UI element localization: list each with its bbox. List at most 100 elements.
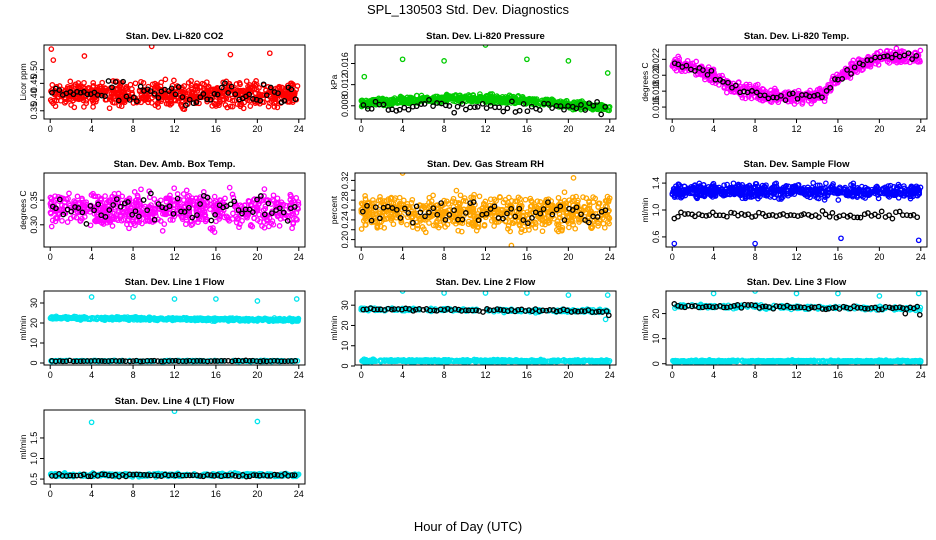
data-point xyxy=(462,210,469,216)
data-point xyxy=(98,315,104,321)
data-point xyxy=(687,186,694,192)
data-point xyxy=(188,222,195,228)
data-point xyxy=(497,194,503,201)
data-point xyxy=(417,209,424,216)
data-point xyxy=(64,219,71,225)
data-point xyxy=(161,221,168,227)
data-point xyxy=(528,103,535,110)
data-point xyxy=(250,197,257,203)
data-point xyxy=(787,212,794,218)
data-point xyxy=(236,224,242,231)
data-point xyxy=(83,97,90,104)
data-point xyxy=(229,103,236,110)
data-point xyxy=(181,209,188,215)
y-tick-label: 0.022 xyxy=(651,48,661,71)
data-point xyxy=(237,202,244,209)
x-tick-label: 12 xyxy=(791,252,801,262)
data-point xyxy=(251,215,258,221)
data-point xyxy=(855,187,862,193)
data-point xyxy=(430,103,436,109)
data-point xyxy=(712,193,719,199)
data-point xyxy=(526,227,532,233)
x-tick-label: 0 xyxy=(670,124,675,134)
data-point xyxy=(817,186,823,192)
data-point xyxy=(877,48,884,55)
data-point xyxy=(123,93,130,100)
data-point xyxy=(109,223,116,229)
data-point xyxy=(444,221,451,228)
data-point xyxy=(165,315,172,321)
data-point xyxy=(179,214,186,221)
data-point xyxy=(257,97,264,104)
data-point xyxy=(70,91,77,98)
data-point xyxy=(400,197,407,204)
data-point xyxy=(422,213,428,220)
data-point xyxy=(773,183,780,190)
data-point xyxy=(511,218,518,225)
data-points xyxy=(669,180,924,247)
data-point xyxy=(221,214,228,221)
data-point xyxy=(106,105,113,112)
data-point xyxy=(430,192,436,199)
data-point xyxy=(192,86,199,93)
data-point xyxy=(226,96,232,103)
data-point xyxy=(292,96,299,103)
data-point xyxy=(915,185,921,192)
data-point xyxy=(111,90,118,97)
data-point xyxy=(102,193,108,199)
data-point xyxy=(515,212,521,219)
data-point xyxy=(229,315,236,321)
data-point xyxy=(126,315,132,322)
data-point xyxy=(92,217,98,224)
data-point xyxy=(151,216,158,223)
data-point xyxy=(594,99,600,105)
data-point xyxy=(672,56,678,63)
data-point xyxy=(907,212,914,219)
data-point xyxy=(481,221,488,228)
data-point xyxy=(889,54,895,61)
data-point xyxy=(498,207,504,213)
data-point xyxy=(413,203,420,210)
data-point xyxy=(391,95,398,101)
data-point xyxy=(819,208,826,214)
x-tick-label: 4 xyxy=(711,124,716,134)
data-point xyxy=(291,206,297,213)
data-point xyxy=(822,211,829,218)
data-point xyxy=(884,47,890,54)
data-point xyxy=(120,78,126,85)
data-point xyxy=(508,205,515,212)
data-point xyxy=(816,214,822,220)
y-tick-label: 1.4 xyxy=(651,177,661,190)
data-point xyxy=(101,87,107,94)
data-point xyxy=(761,92,768,99)
data-point xyxy=(155,94,162,101)
data-point xyxy=(835,197,842,203)
data-point xyxy=(476,193,483,200)
data-point xyxy=(132,197,139,204)
data-point xyxy=(48,223,55,230)
data-point xyxy=(588,208,595,215)
data-point xyxy=(762,189,769,196)
y-tick-label: 0.012 xyxy=(340,73,350,96)
data-point xyxy=(897,186,904,193)
x-tick-label: 16 xyxy=(833,252,843,262)
data-point xyxy=(195,317,201,324)
data-point xyxy=(496,95,502,102)
data-point xyxy=(129,211,136,218)
data-point xyxy=(462,106,469,113)
data-point xyxy=(745,211,752,218)
data-point xyxy=(377,197,384,203)
data-point xyxy=(49,316,56,322)
data-point xyxy=(422,229,429,236)
data-point xyxy=(851,214,857,221)
data-point xyxy=(274,195,281,202)
data-point xyxy=(896,208,903,215)
data-point xyxy=(171,77,177,84)
data-point xyxy=(844,67,850,73)
data-point xyxy=(457,192,464,199)
data-point xyxy=(241,211,248,218)
data-point xyxy=(158,98,165,105)
data-point xyxy=(132,208,139,215)
chart-panel: Stan. Dev. Gas Stream RH0 4 8 12 16 20 240.200… xyxy=(329,159,617,262)
data-point xyxy=(239,210,245,217)
